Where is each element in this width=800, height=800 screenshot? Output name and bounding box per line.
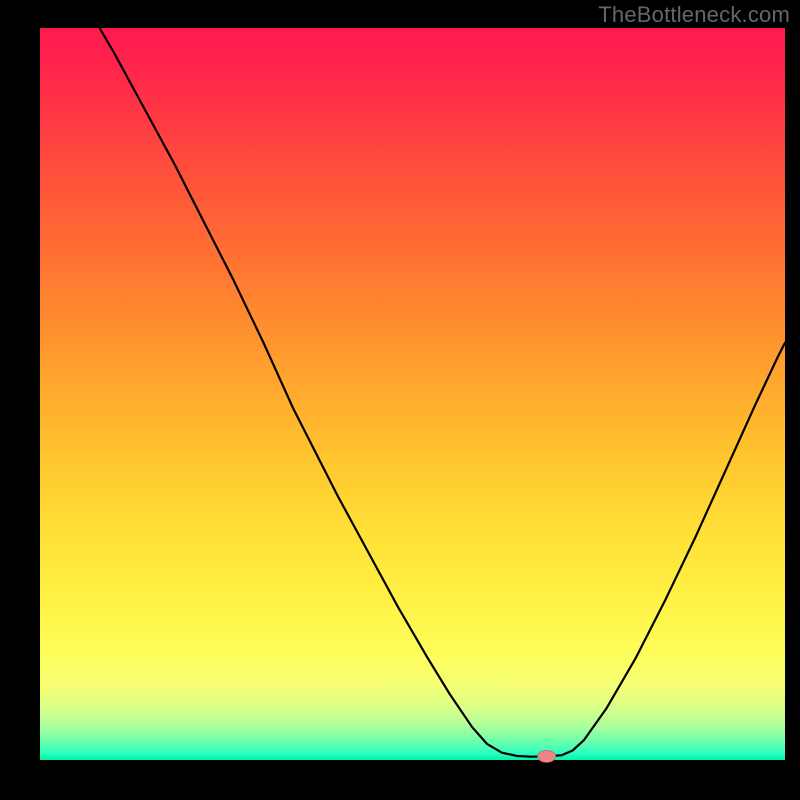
optimal-marker	[538, 750, 556, 762]
chart-container: TheBottleneck.com	[0, 0, 800, 800]
bottleneck-line-chart	[0, 0, 800, 800]
watermark-text: TheBottleneck.com	[598, 2, 790, 28]
plot-area	[40, 28, 785, 760]
